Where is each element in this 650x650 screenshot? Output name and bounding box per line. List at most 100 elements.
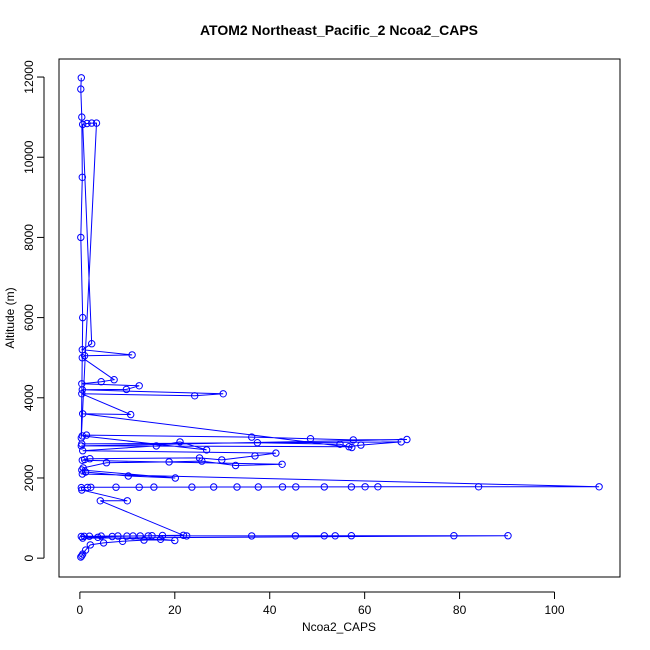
data-point xyxy=(291,532,300,540)
data-point xyxy=(361,483,369,491)
x-axis-label: Ncoa2_CAPS xyxy=(302,620,376,634)
data-point xyxy=(171,474,180,482)
data-point xyxy=(97,378,105,386)
y-tick-label: 12000 xyxy=(22,60,36,94)
data-point xyxy=(78,173,87,182)
data-point xyxy=(77,233,85,242)
data-point xyxy=(77,74,86,82)
data-point xyxy=(81,546,90,554)
data-point xyxy=(83,483,92,492)
data-point xyxy=(78,354,87,362)
data-point xyxy=(128,351,136,359)
data-point xyxy=(77,434,86,442)
data-point xyxy=(202,446,211,454)
chart-title: ATOM2 Northeast_Pacific_2 Ncoa2_CAPS xyxy=(200,22,478,38)
data-point xyxy=(124,472,133,480)
data-point xyxy=(99,539,108,547)
data-point xyxy=(595,483,603,491)
data-point xyxy=(112,483,120,491)
data-point xyxy=(144,532,152,540)
data-point xyxy=(188,483,196,491)
data-point xyxy=(79,410,87,418)
y-tick-label: 8000 xyxy=(22,224,36,251)
data-point xyxy=(278,460,286,468)
data-point xyxy=(97,532,105,540)
data-point xyxy=(81,468,90,476)
data-point xyxy=(110,376,118,384)
data-point xyxy=(218,456,226,464)
data-point xyxy=(349,436,357,444)
data-point xyxy=(96,497,105,505)
data-point xyxy=(108,532,116,541)
data-point xyxy=(94,533,102,541)
data-point xyxy=(176,438,184,446)
data-point xyxy=(504,532,512,540)
data-point xyxy=(278,483,287,491)
x-tick-label: 40 xyxy=(263,603,277,617)
data-point xyxy=(102,459,111,467)
y-tick-label: 2000 xyxy=(22,464,36,491)
data-point xyxy=(85,532,94,540)
data-point xyxy=(78,390,86,398)
data-point xyxy=(248,532,256,540)
data-point xyxy=(158,531,167,540)
data-point xyxy=(148,532,156,540)
x-tick-label: 20 xyxy=(168,603,182,617)
data-point xyxy=(123,497,132,505)
data-point xyxy=(397,438,405,446)
data-point xyxy=(233,483,241,491)
data-point xyxy=(474,483,483,491)
data-point xyxy=(78,113,86,121)
series-line xyxy=(80,77,600,558)
data-point xyxy=(347,483,356,491)
data-point xyxy=(122,385,131,394)
data-point xyxy=(78,466,86,474)
data-point xyxy=(87,483,95,491)
data-point xyxy=(92,119,101,127)
data-point xyxy=(135,483,143,491)
data-point xyxy=(77,85,85,93)
data-point xyxy=(80,532,88,540)
y-axis-label: Altitude (m) xyxy=(3,287,17,348)
data-point xyxy=(79,534,87,542)
data-point xyxy=(80,455,89,464)
data-point xyxy=(136,532,144,540)
x-tick-label: 100 xyxy=(544,603,564,617)
data-point xyxy=(248,433,256,441)
data-point xyxy=(195,454,204,462)
data-point xyxy=(253,439,262,447)
data-point xyxy=(374,483,382,491)
data-point xyxy=(331,532,339,540)
axes: 0 20 40 60 80 100 0 2000 4000 6000 8000 10000 12000 xyxy=(22,60,565,617)
data-point xyxy=(450,532,458,540)
data-point xyxy=(336,440,344,448)
data-point xyxy=(251,452,259,460)
y-tick-label: 0 xyxy=(22,555,36,562)
data-point xyxy=(150,483,158,491)
data-point xyxy=(79,313,87,322)
data-point xyxy=(83,119,91,128)
y-tick-label: 4000 xyxy=(22,384,36,411)
data-point xyxy=(88,119,96,127)
data-point xyxy=(320,532,328,540)
data-point xyxy=(171,536,179,545)
data-point xyxy=(219,390,227,398)
x-tick-label: 80 xyxy=(453,603,467,617)
data-point xyxy=(165,458,173,466)
data-point xyxy=(254,483,262,491)
data-layer xyxy=(77,74,603,561)
data-point xyxy=(118,537,127,545)
data-point xyxy=(272,449,280,457)
data-point xyxy=(86,455,94,463)
data-point xyxy=(79,120,87,129)
data-point xyxy=(152,442,161,450)
data-point xyxy=(140,536,148,544)
data-point xyxy=(86,541,95,549)
data-point xyxy=(183,532,191,540)
data-point xyxy=(123,532,131,540)
y-tick-label: 6000 xyxy=(22,304,36,331)
data-point xyxy=(179,531,188,539)
data-point xyxy=(347,532,356,540)
plot-frame xyxy=(58,58,621,578)
